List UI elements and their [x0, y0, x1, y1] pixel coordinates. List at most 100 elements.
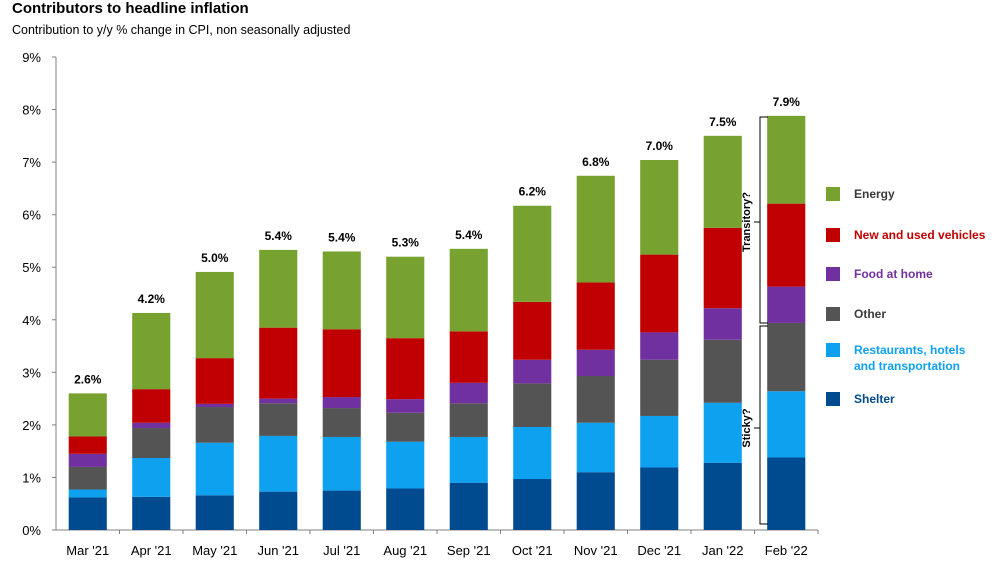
bar-segment	[449, 382, 488, 404]
bar-segment	[322, 329, 361, 398]
bar-segment	[259, 327, 298, 399]
x-tick-label: Feb '22	[765, 543, 808, 558]
bar-total-label: 7.9%	[773, 95, 801, 109]
bar-segment	[576, 472, 615, 530]
legend-item-energy: Energy	[826, 186, 1004, 202]
x-tick-label: Dec '21	[637, 543, 681, 558]
bar-segment	[68, 393, 107, 437]
bar-segment	[259, 491, 298, 530]
bar-segment	[132, 312, 171, 390]
sticky-bracket	[759, 325, 768, 525]
bar-segment	[703, 308, 742, 340]
x-tick-label: May '21	[192, 543, 237, 558]
bar-segment	[259, 249, 298, 328]
legend-item-vehicles: New and used vehicles	[826, 227, 1004, 243]
y-tick-label: 7%	[22, 155, 41, 170]
legend-swatch-shelter	[826, 392, 840, 406]
y-tick-label: 2%	[22, 418, 41, 433]
legend-item-food: Food at home	[826, 266, 1004, 282]
bar-segment	[68, 466, 107, 490]
legend-label-vehicles: New and used vehicles	[854, 228, 986, 242]
bar-segment	[386, 441, 425, 489]
legend-swatch-vehicles	[826, 228, 840, 242]
bar-segment	[640, 254, 679, 333]
legend-label-restaurants: Restaurants, hotels and transportation	[854, 343, 966, 373]
bar-segment	[513, 426, 552, 480]
bar-segment	[449, 331, 488, 383]
bar-segment	[703, 135, 742, 228]
y-tick-label: 5%	[22, 260, 41, 275]
bar-segment	[195, 403, 234, 408]
y-tick-label: 9%	[22, 50, 41, 65]
legend-label-food: Food at home	[854, 267, 933, 281]
chart-title: Contributors to headline inflation	[12, 0, 249, 17]
bar-segment	[68, 489, 107, 498]
bar-segment	[767, 203, 806, 287]
bar-segment	[640, 332, 679, 360]
bar-segment	[576, 349, 615, 377]
bar-segment	[259, 403, 298, 436]
x-tick-label: Jul '21	[323, 543, 360, 558]
bar-segment	[322, 436, 361, 491]
bar-segment	[195, 495, 234, 530]
x-tick-label: Aug '21	[383, 543, 427, 558]
bar-total-label: 4.2%	[138, 292, 166, 306]
bar-segment	[449, 248, 488, 332]
legend-swatch-other	[826, 307, 840, 321]
legend-label-shelter: Shelter	[854, 392, 895, 406]
x-tick-label: Mar '21	[66, 543, 109, 558]
bar-segment	[767, 322, 806, 392]
bar-segment	[767, 457, 806, 530]
bar-segment	[132, 496, 171, 530]
bar-segment	[322, 490, 361, 530]
legend-swatch-energy	[826, 187, 840, 201]
bar-segment	[322, 251, 361, 330]
bar-segment	[576, 282, 615, 350]
bar-segment	[576, 422, 615, 473]
bar-segment	[132, 389, 171, 423]
bar-segment	[703, 462, 742, 530]
x-tick-label: Jun '21	[257, 543, 299, 558]
y-tick-label: 1%	[22, 470, 41, 485]
bar-segment	[640, 415, 679, 468]
bar-total-label: 5.4%	[265, 229, 293, 243]
bar-segment	[576, 376, 615, 423]
bar-segment	[195, 358, 234, 404]
bar-segment	[513, 479, 552, 530]
chart-subtitle: Contribution to y/y % change in CPI, non…	[12, 23, 351, 37]
bar-total-label: 6.2%	[519, 185, 547, 199]
bar-segment	[513, 359, 552, 384]
bar-segment	[68, 436, 107, 454]
bar-segment	[132, 457, 171, 497]
bar-segment	[195, 442, 234, 496]
bar-segment	[703, 227, 742, 309]
bar-segment	[767, 286, 806, 323]
x-tick-label: Sep '21	[447, 543, 491, 558]
bar-segment	[68, 497, 107, 530]
y-tick-label: 4%	[22, 313, 41, 328]
bar-total-label: 5.4%	[328, 230, 356, 244]
legend-label-energy: Energy	[854, 187, 895, 201]
sticky-label: Sticky?	[741, 408, 753, 447]
bar-segment	[703, 339, 742, 403]
legend-item-shelter: Shelter	[826, 391, 1004, 407]
bar-total-label: 5.3%	[392, 236, 420, 250]
bar-segment	[449, 482, 488, 530]
bar-segment	[449, 403, 488, 437]
bar-segment	[195, 271, 234, 359]
bar-segment	[259, 398, 298, 404]
x-tick-label: Apr '21	[131, 543, 172, 558]
bar-segment	[767, 115, 806, 204]
bar-segment	[386, 488, 425, 530]
bar-segment	[640, 467, 679, 530]
bar-segment	[449, 436, 488, 483]
legend-item-restaurants: Restaurants, hotels and transportation	[826, 342, 1004, 374]
bar-segment	[132, 422, 171, 429]
bar-total-label: 5.4%	[455, 228, 483, 242]
x-tick-label: Oct '21	[512, 543, 553, 558]
y-tick-label: 8%	[22, 103, 41, 118]
bar-segment	[767, 391, 806, 458]
legend-swatch-food	[826, 267, 840, 281]
x-tick-label: Jan '22	[702, 543, 744, 558]
